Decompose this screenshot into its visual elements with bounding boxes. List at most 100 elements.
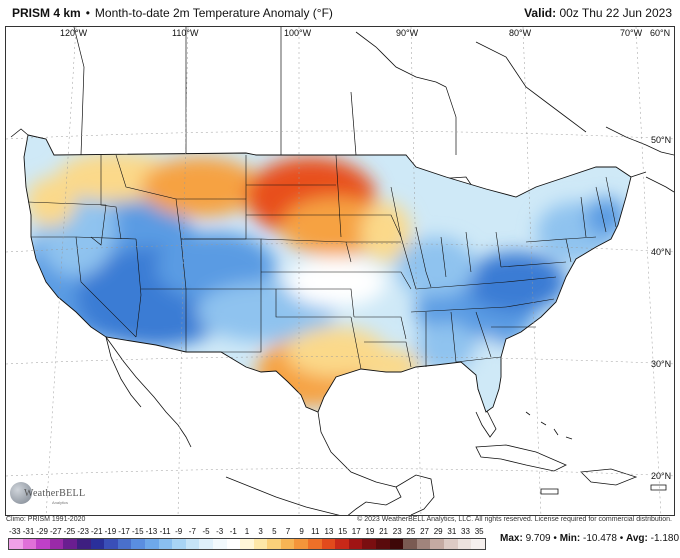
legend-swatch xyxy=(144,539,159,549)
max-value: 9.709 xyxy=(525,533,551,544)
lon-label-90w: 90°W xyxy=(396,28,419,38)
avg-label: Avg: xyxy=(626,533,648,544)
lon-label-110w: 110°W xyxy=(172,28,199,38)
max-label: Max: xyxy=(500,533,523,544)
valid-time: Valid: 00z Thu 22 Jun 2023 xyxy=(524,6,672,20)
weatherbell-logo: WeatherBELL Analytics xyxy=(10,480,85,510)
lat-label-20n: 20°N xyxy=(651,471,672,481)
legend-swatch xyxy=(348,539,363,549)
map-canvas xyxy=(6,27,674,515)
legend-tick-label: -9 xyxy=(175,527,183,536)
legend-swatch xyxy=(444,539,458,549)
lat-label-30n: 30°N xyxy=(651,359,672,369)
legend-tick-label: 3 xyxy=(258,527,263,536)
legend-tick-label: 11 xyxy=(311,527,320,536)
legend-swatch xyxy=(9,539,23,549)
legend-swatch xyxy=(294,539,309,549)
legend-swatch xyxy=(185,539,200,549)
legend-swatch xyxy=(212,539,227,549)
legend-tick-label: 25 xyxy=(406,527,416,536)
logo-wordmark: WeatherBELL xyxy=(24,488,86,499)
legend-tick-label: 9 xyxy=(299,527,304,536)
legend-tick-label: -11 xyxy=(159,527,171,536)
valid-value: 00z Thu 22 Jun 2023 xyxy=(559,6,672,20)
legend-tick-label: -1 xyxy=(229,527,237,536)
min-value: -10.478 xyxy=(583,533,617,544)
map-title: Month-to-date 2m Temperature Anomaly (°F… xyxy=(94,6,333,20)
legend-tick-label: -25 xyxy=(63,527,76,536)
anomaly-field xyxy=(24,135,631,412)
lon-label-80w: 80°W xyxy=(509,28,532,38)
valid-label: Valid: xyxy=(524,6,557,20)
legend-swatch xyxy=(199,539,213,549)
legend-swatch xyxy=(280,539,295,549)
legend-tick-label: 31 xyxy=(447,527,457,536)
canada-borders xyxy=(73,27,457,156)
legend-tick-label: -15 xyxy=(131,527,144,536)
copyright-note: © 2023 WeatherBELL Analytics, LLC. All r… xyxy=(357,516,672,523)
legend-swatch xyxy=(63,539,77,549)
legend-swatch xyxy=(172,539,186,549)
legend-tick-label: -13 xyxy=(145,527,158,536)
legend-swatch xyxy=(321,539,336,549)
legend-tick-label: -19 xyxy=(104,527,117,536)
legend-swatch xyxy=(335,539,349,549)
legend-swatch xyxy=(49,539,64,549)
legend-swatch xyxy=(471,539,485,549)
map-header: PRISM 4 km • Month-to-date 2m Temperatur… xyxy=(0,0,680,26)
legend-tick-label: -7 xyxy=(188,527,196,536)
legend-swatch xyxy=(240,539,254,549)
legend-swatch xyxy=(308,539,322,549)
avg-value: -1.180 xyxy=(650,533,680,544)
stats-bullet: • xyxy=(553,533,557,544)
legend-swatch xyxy=(376,539,390,549)
lat-label-60n: 60°N xyxy=(650,28,671,38)
legend-tick-labels: -33 -31 -29 -27 -25 -23 -21 -19 -17 -15 -13 -11 -9 -7… xyxy=(8,527,488,537)
legend-swatch xyxy=(416,539,431,549)
legend-tick-label: 23 xyxy=(392,527,402,536)
legend-swatch xyxy=(22,539,37,549)
legend-tick-label: 1 xyxy=(244,527,250,536)
lon-label-70w: 70°W xyxy=(620,28,643,38)
legend-swatch xyxy=(158,539,173,549)
legend-swatch xyxy=(389,539,404,549)
legend-tick-label: -27 xyxy=(50,527,62,536)
legend-tick-label: 7 xyxy=(285,527,291,536)
stats-readout: Max: 9.709 • Min: -10.478 • Avg: -1.180 xyxy=(500,533,679,544)
climo-note: Climo: PRISM 1991-2020 xyxy=(6,516,86,523)
legend-swatch xyxy=(90,539,105,549)
legend-tick-label: 35 xyxy=(474,527,484,536)
legend-tick-label: 29 xyxy=(433,527,443,536)
stats-bullet: • xyxy=(619,533,624,544)
anomaly-map[interactable]: 120°W 110°W 100°W 90°W 80°W 70°W 60°N 50… xyxy=(5,26,675,516)
legend-tick-label: 19 xyxy=(365,527,375,536)
legend-tick-label: -29 xyxy=(36,527,48,536)
legend-tick-label: 21 xyxy=(379,527,389,536)
legend-tick-label: 5 xyxy=(272,527,277,536)
legend-swatch xyxy=(36,539,50,549)
legend-tick-label: -5 xyxy=(202,527,210,536)
lon-label-120w: 120°W xyxy=(60,28,88,38)
legend-tick-label: -31 xyxy=(22,527,35,536)
globe-icon xyxy=(10,482,32,504)
min-label: Min: xyxy=(559,533,581,544)
legend-tick-label: 27 xyxy=(420,527,429,536)
legend-swatch xyxy=(267,539,281,549)
legend-tick-label: 15 xyxy=(338,527,348,536)
legend-swatch xyxy=(104,539,118,549)
legend-swatch xyxy=(362,539,377,549)
color-legend xyxy=(8,538,486,550)
legend-tick-label: 33 xyxy=(461,527,470,536)
lat-label-50n: 50°N xyxy=(651,135,672,145)
logo-tagline: Analytics xyxy=(52,500,69,505)
state-borders xyxy=(23,134,632,413)
legend-tick-label: -17 xyxy=(118,527,130,536)
lon-label-100w: 100°W xyxy=(284,28,312,38)
product-name: PRISM 4 km xyxy=(12,6,81,20)
legend-swatch xyxy=(226,539,241,549)
header-separator: • xyxy=(85,6,90,20)
graticule xyxy=(6,27,674,515)
legend-tick-label: -33 xyxy=(9,527,21,536)
legend-tick-label: -3 xyxy=(216,527,224,536)
legend-swatch xyxy=(253,539,268,549)
